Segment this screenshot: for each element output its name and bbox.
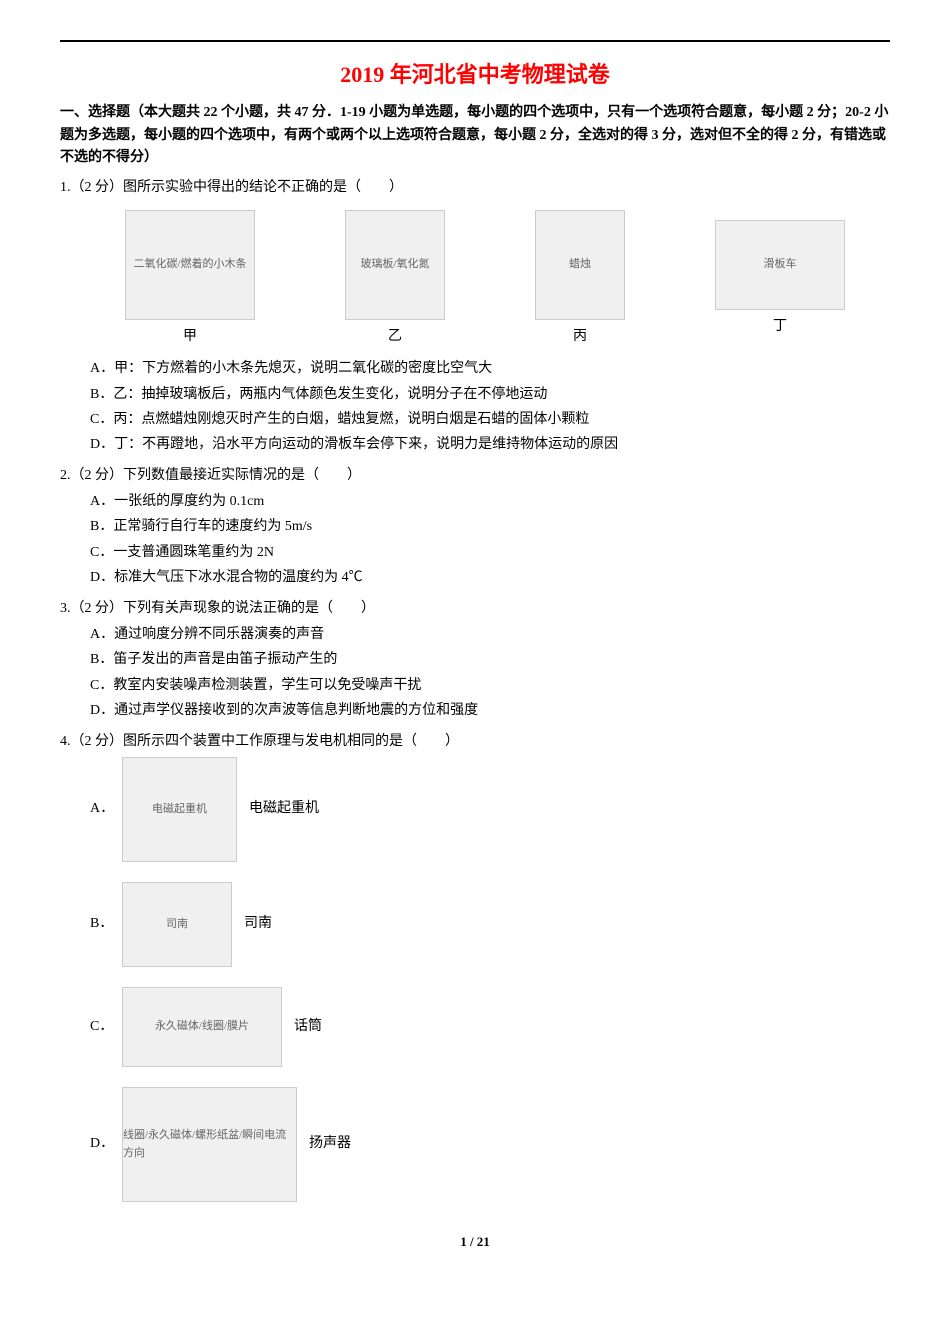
figure-jia-image: 二氧化碳/燃着的小木条 [125, 210, 255, 320]
q4-a-label: A． [90, 798, 110, 820]
question-3: 3.（2 分）下列有关声现象的说法正确的是（ ） A．通过响度分辨不同乐器演奏的… [60, 598, 890, 723]
question-1-figures: 二氧化碳/燃着的小木条 甲 玻璃板/氧化氮 乙 蜡烛 丙 滑板车 丁 [60, 210, 890, 348]
q4-c-image: 永久磁体/线圈/膜片 [122, 987, 282, 1067]
figure-jia-desc: 二氧化碳/燃着的小木条 [133, 256, 246, 274]
q2-option-c: C．一支普通圆珠笔重约为 2N [90, 542, 890, 564]
figure-1-bing: 蜡烛 丙 [535, 210, 625, 348]
figure-bing-label: 丙 [573, 326, 587, 348]
q4-option-b: B． 司南 司南 [60, 882, 890, 967]
question-3-text: 3.（2 分）下列有关声现象的说法正确的是（ ） [60, 598, 890, 620]
q4-d-desc: 线圈/永久磁体/螺形纸盆/瞬间电流方向 [123, 1127, 296, 1162]
question-2: 2.（2 分）下列数值最接近实际情况的是（ ） A．一张纸的厚度约为 0.1cm… [60, 465, 890, 590]
question-1-text: 1.（2 分）图所示实验中得出的结论不正确的是（ ） [60, 177, 890, 199]
q4-a-image: 电磁起重机 [122, 757, 237, 862]
question-2-text: 2.（2 分）下列数值最接近实际情况的是（ ） [60, 465, 890, 487]
figure-1-yi: 玻璃板/氧化氮 乙 [345, 210, 445, 348]
figure-yi-image: 玻璃板/氧化氮 [345, 210, 445, 320]
figure-yi-desc: 玻璃板/氧化氮 [360, 256, 429, 274]
section-header: 一、选择题（本大题共 22 个小题，共 47 分．1-19 小题为单选题，每小题… [60, 102, 890, 169]
q4-b-desc: 司南 [166, 916, 188, 934]
question-1: 1.（2 分）图所示实验中得出的结论不正确的是（ ） 二氧化碳/燃着的小木条 甲… [60, 177, 890, 456]
figure-ding-desc: 滑板车 [764, 256, 797, 274]
figure-jia-label: 甲 [183, 326, 197, 348]
q4-c-label: C． [90, 1016, 110, 1038]
figure-ding-image: 滑板车 [715, 220, 845, 310]
exam-title: 2019 年河北省中考物理试卷 [60, 57, 890, 92]
q4-option-a: A． 电磁起重机 电磁起重机 [60, 757, 890, 862]
q4-d-image: 线圈/永久磁体/螺形纸盆/瞬间电流方向 [122, 1087, 297, 1202]
question-4-text: 4.（2 分）图所示四个装置中工作原理与发电机相同的是（ ） [60, 731, 890, 753]
q4-a-desc: 电磁起重机 [152, 801, 207, 819]
question-1-options: A．甲：下方燃着的小木条先熄灭，说明二氧化碳的密度比空气大 B．乙：抽掉玻璃板后… [60, 358, 890, 457]
q4-c-desc: 永久磁体/线圈/膜片 [155, 1018, 249, 1036]
page-footer: 1 / 21 [60, 1232, 890, 1253]
q3-option-a: A．通过响度分辨不同乐器演奏的声音 [90, 624, 890, 646]
q4-option-c: C． 永久磁体/线圈/膜片 话筒 [60, 987, 890, 1067]
figure-yi-label: 乙 [388, 326, 402, 348]
q4-b-name: 司南 [244, 913, 272, 935]
q1-option-a: A．甲：下方燃着的小木条先熄灭，说明二氧化碳的密度比空气大 [90, 358, 890, 380]
q4-option-d: D． 线圈/永久磁体/螺形纸盆/瞬间电流方向 扬声器 [60, 1087, 890, 1202]
q3-option-b: B．笛子发出的声音是由笛子振动产生的 [90, 649, 890, 671]
q1-option-c: C．丙：点燃蜡烛刚熄灭时产生的白烟，蜡烛复燃，说明白烟是石蜡的固体小颗粒 [90, 409, 890, 431]
q4-c-name: 话筒 [294, 1016, 322, 1038]
q1-option-b: B．乙：抽掉玻璃板后，两瓶内气体颜色发生变化，说明分子在不停地运动 [90, 384, 890, 406]
figure-bing-desc: 蜡烛 [569, 256, 591, 274]
q2-option-a: A．一张纸的厚度约为 0.1cm [90, 491, 890, 513]
q4-d-label: D． [90, 1133, 110, 1155]
question-2-options: A．一张纸的厚度约为 0.1cm B．正常骑行自行车的速度约为 5m/s C．一… [60, 491, 890, 590]
figure-bing-image: 蜡烛 [535, 210, 625, 320]
q4-d-name: 扬声器 [309, 1133, 351, 1155]
figure-1-jia: 二氧化碳/燃着的小木条 甲 [125, 210, 255, 348]
question-3-options: A．通过响度分辨不同乐器演奏的声音 B．笛子发出的声音是由笛子振动产生的 C．教… [60, 624, 890, 723]
q3-option-c: C．教室内安装噪声检测装置，学生可以免受噪声干扰 [90, 675, 890, 697]
q2-option-d: D．标准大气压下冰水混合物的温度约为 4℃ [90, 567, 890, 589]
q4-a-name: 电磁起重机 [249, 798, 319, 820]
figure-1-ding: 滑板车 丁 [715, 220, 845, 338]
q1-option-d: D．丁：不再蹬地，沿水平方向运动的滑板车会停下来，说明力是维持物体运动的原因 [90, 434, 890, 456]
header-rule [60, 40, 890, 42]
q3-option-d: D．通过声学仪器接收到的次声波等信息判断地震的方位和强度 [90, 700, 890, 722]
q4-b-label: B． [90, 913, 110, 935]
question-4: 4.（2 分）图所示四个装置中工作原理与发电机相同的是（ ） A． 电磁起重机 … [60, 731, 890, 1202]
figure-ding-label: 丁 [773, 316, 787, 338]
q4-b-image: 司南 [122, 882, 232, 967]
q2-option-b: B．正常骑行自行车的速度约为 5m/s [90, 516, 890, 538]
